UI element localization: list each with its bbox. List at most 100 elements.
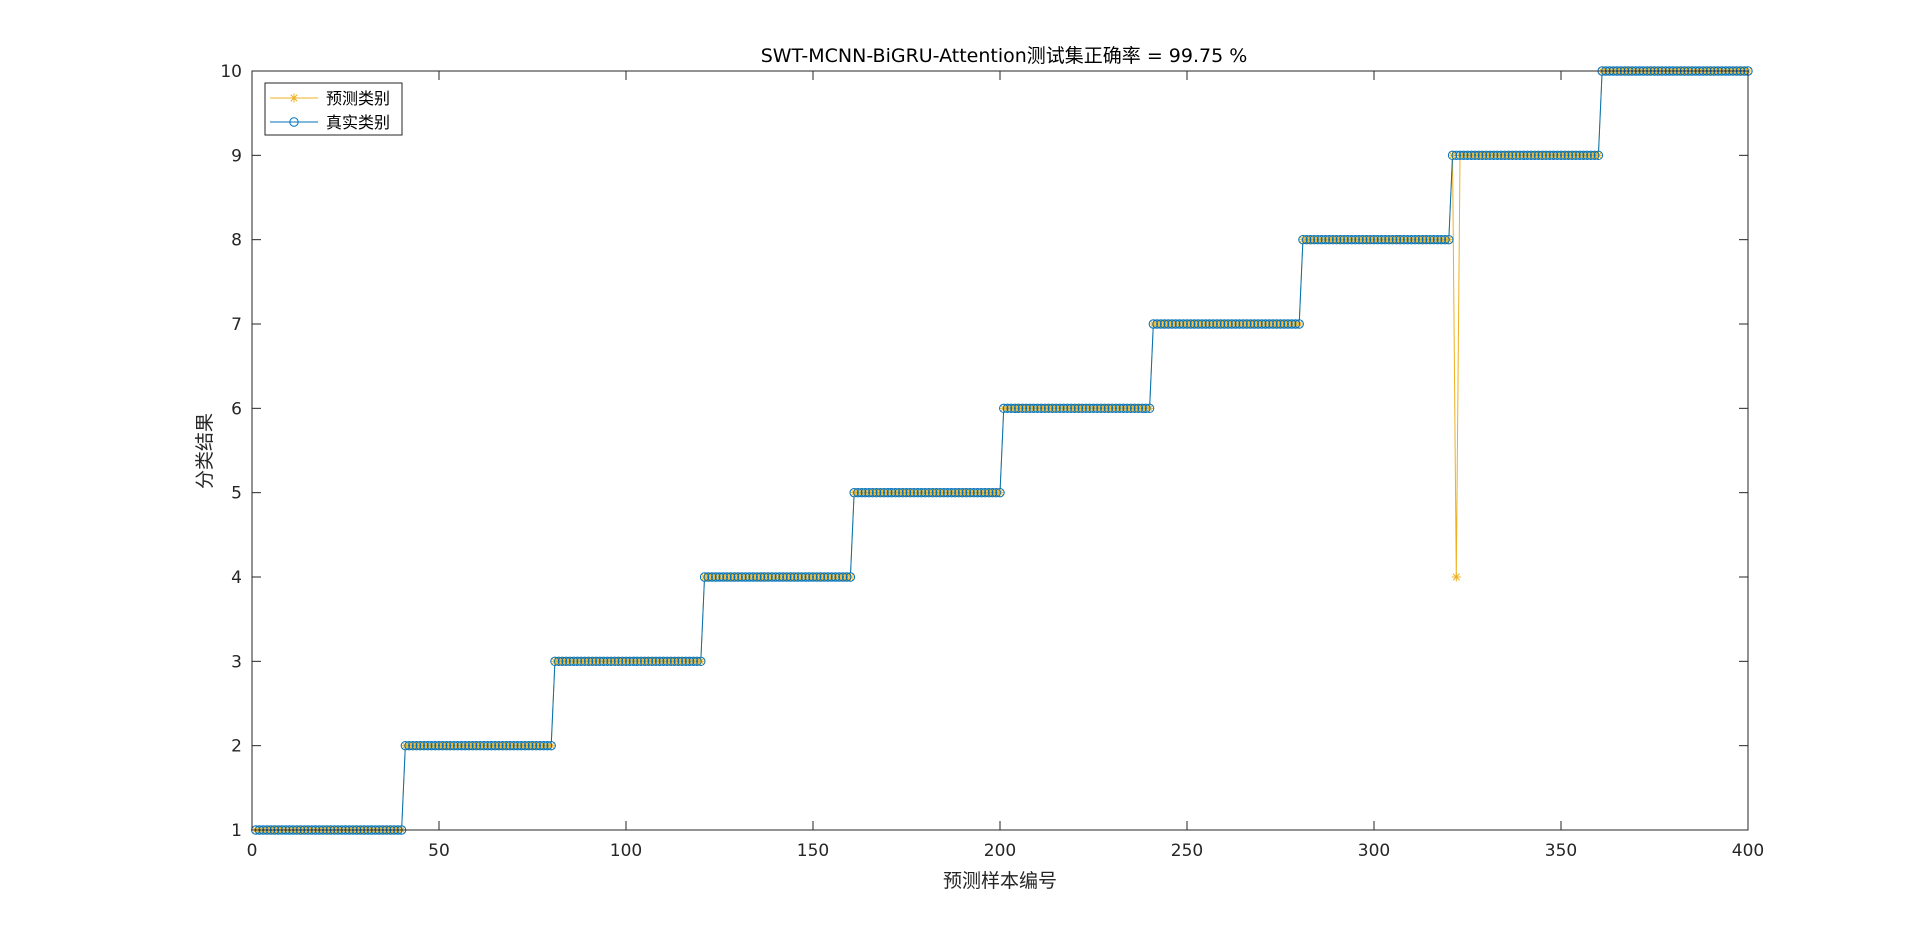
data-point-actual [479, 740, 489, 751]
data-point-actual [1556, 150, 1566, 161]
data-point-actual [557, 656, 568, 667]
data-point-actual [886, 487, 897, 498]
data-point-actual [830, 572, 841, 582]
x-tick-label: 0 [247, 841, 258, 861]
data-point-actual [1474, 150, 1484, 161]
data-point-actual [823, 572, 833, 582]
data-point-actual [987, 487, 998, 498]
data-point-actual [1395, 234, 1405, 245]
data-point-actual [1290, 319, 1301, 329]
data-point-actual [853, 487, 863, 498]
data-point-actual [1436, 234, 1447, 245]
data-point-actual [1354, 234, 1364, 245]
data-point-actual [729, 572, 740, 582]
data-point-actual [553, 656, 564, 667]
data-point-actual [890, 487, 900, 498]
data-point-actual [1511, 150, 1521, 161]
data-point-actual [1174, 319, 1185, 329]
data-point-actual [546, 740, 556, 751]
y-tick-label: 7 [231, 315, 242, 335]
data-point-actual [1215, 319, 1226, 329]
data-point-actual [527, 740, 538, 751]
data-point-actual [696, 656, 706, 667]
data-point-actual [572, 656, 583, 667]
data-point-actual [1118, 403, 1129, 414]
data-point-actual [1260, 319, 1271, 329]
data-point-actual [898, 487, 908, 498]
data-point-actual [1163, 319, 1174, 329]
legend: 预测类别 真实类别 [264, 82, 403, 136]
data-point-actual [838, 572, 848, 582]
data-point-actual [714, 572, 725, 582]
data-point-actual [1058, 403, 1069, 414]
data-point-actual [856, 487, 867, 498]
data-point-actual [632, 656, 642, 667]
data-point-actual [1500, 150, 1510, 161]
data-point-actual [969, 487, 979, 498]
data-point-actual [1358, 234, 1368, 245]
legend-label-actual: 真实类别 [326, 113, 390, 132]
data-point-actual [1560, 150, 1570, 161]
data-point-actual [654, 656, 665, 667]
data-point-actual [1429, 234, 1439, 245]
data-point-actual [1376, 234, 1387, 245]
data-point-actual [445, 740, 455, 751]
data-point-actual [1253, 319, 1263, 329]
data-point-actual [621, 656, 631, 667]
data-point-actual [535, 740, 545, 751]
x-axis-title: 预测样本编号 [943, 870, 1057, 892]
data-point-actual [1212, 319, 1222, 329]
data-point-actual [1287, 319, 1297, 329]
data-point-actual [408, 740, 418, 751]
data-point-actual [999, 403, 1009, 414]
data-point-actual [1006, 403, 1016, 414]
data-point-actual [950, 487, 960, 498]
data-point-actual [1388, 234, 1398, 245]
y-tick-label: 8 [231, 231, 242, 251]
x-tick-label: 200 [984, 841, 1016, 861]
data-point-actual [411, 740, 422, 751]
data-point-actual [501, 740, 512, 751]
data-point-actual [1298, 234, 1308, 245]
data-point-actual [1238, 319, 1248, 329]
x-tick-label: 350 [1545, 841, 1577, 861]
data-point-actual [1331, 234, 1342, 245]
data-point-actual [1189, 319, 1200, 329]
data-point-actual [1384, 234, 1394, 245]
data-point-actual [1021, 403, 1031, 414]
data-point-actual [628, 656, 639, 667]
data-point-actual [1047, 403, 1058, 414]
data-point-actual [1085, 403, 1095, 414]
data-point-actual [583, 656, 594, 667]
data-point-actual [1055, 403, 1065, 414]
y-tick-label: 9 [231, 146, 242, 166]
data-point-actual [1182, 319, 1192, 329]
data-point-actual [1492, 150, 1503, 161]
data-point-actual [400, 740, 411, 751]
data-point-actual [497, 740, 508, 751]
data-point-actual [568, 656, 579, 667]
data-point-actual [1201, 319, 1211, 329]
data-point-actual [778, 572, 788, 582]
y-tick-label: 2 [231, 737, 242, 757]
data-point-actual [1530, 150, 1540, 161]
data-point-actual [576, 656, 586, 667]
data-point-actual [449, 740, 459, 751]
data-point-actual [692, 656, 702, 667]
y-tick-label: 3 [231, 652, 242, 672]
data-point-actual [1432, 234, 1443, 245]
data-point-actual [640, 656, 650, 667]
data-point-actual [819, 572, 829, 582]
data-point-actual [924, 487, 934, 498]
data-point-actual [1466, 150, 1476, 161]
data-point-actual [845, 572, 856, 582]
data-point-actual [482, 740, 493, 751]
legend-box [264, 82, 403, 136]
data-point-actual [804, 572, 814, 582]
data-point-actual [1227, 319, 1237, 329]
data-point-actual [1051, 403, 1061, 414]
data-point-actual [946, 487, 957, 498]
data-point-actual [785, 572, 796, 582]
data-point-actual [707, 572, 717, 582]
